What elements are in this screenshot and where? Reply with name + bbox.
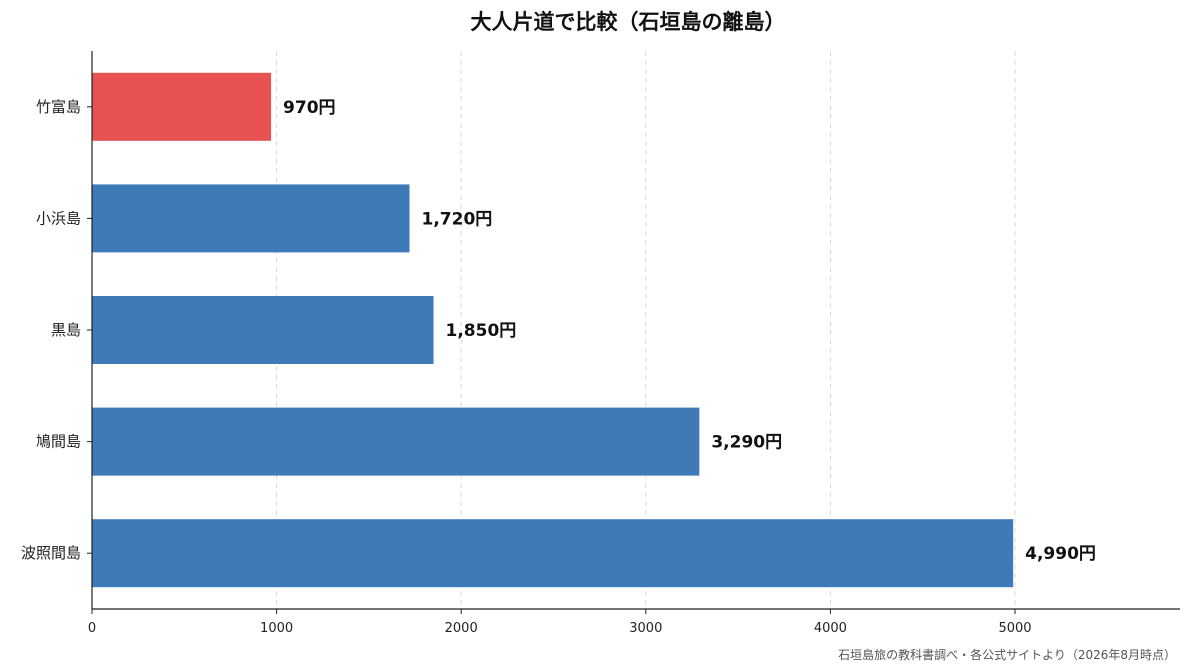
value-label: 970円: [283, 98, 336, 118]
x-tick-label: 1000: [260, 621, 293, 636]
category-label: 鳩間島: [36, 433, 81, 451]
value-label: 4,990円: [1025, 544, 1096, 564]
chart-title: 大人片道で比較（石垣島の離島）: [471, 10, 786, 34]
value-label: 1,850円: [446, 321, 517, 341]
category-label: 波照間島: [21, 544, 81, 562]
x-tick-label: 5000: [998, 621, 1031, 636]
category-label: 竹富島: [36, 98, 81, 116]
bar-1: [92, 72, 272, 141]
bar-4: [92, 407, 700, 476]
category-label: 黒島: [51, 321, 81, 339]
bar-3: [92, 296, 434, 364]
bar-2: [92, 184, 410, 253]
bars: [92, 72, 1014, 588]
value-label: 1,720円: [422, 209, 493, 229]
bar-5: [92, 519, 1014, 588]
value-labels: 970円 1,720円 1,850円 3,290円 4,990円: [283, 98, 1096, 564]
x-tick-label: 3000: [629, 621, 662, 636]
source-note: 石垣島旅の教科書調べ・各公式サイトより（2026年8月時点）: [838, 647, 1176, 662]
category-label: 小浜島: [36, 209, 81, 227]
x-tick-label: 2000: [445, 621, 478, 636]
value-label: 3,290円: [711, 433, 782, 453]
x-axis-ticks: 0 1000 2000 3000 4000 5000: [88, 609, 1032, 636]
x-tick-label: 0: [88, 621, 96, 636]
x-tick-label: 4000: [814, 621, 847, 636]
